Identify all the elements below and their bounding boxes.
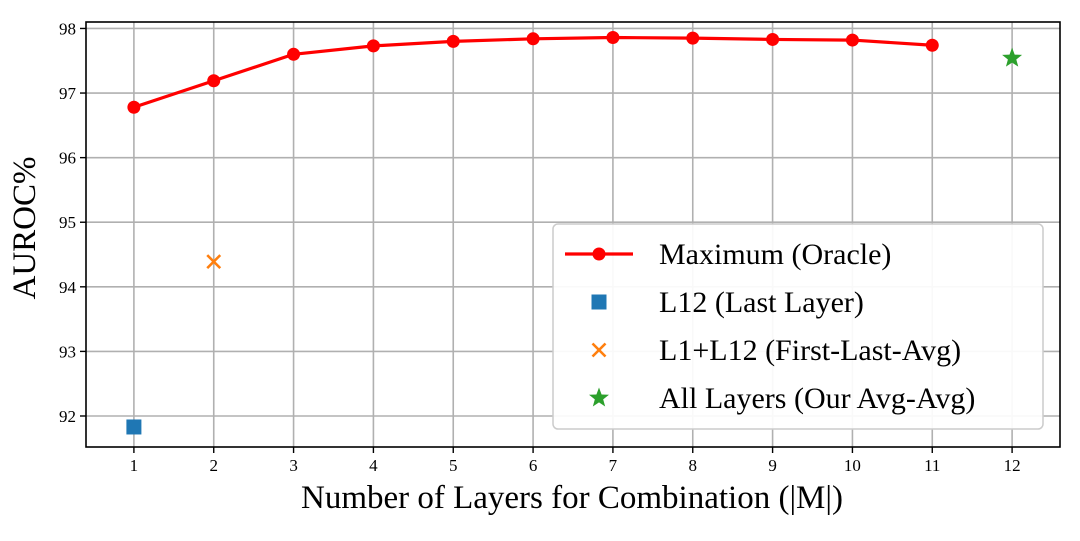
x-tick-label: 2 <box>209 456 218 475</box>
legend-box <box>552 223 1044 430</box>
data-series <box>126 31 1023 435</box>
x-tick-label: 3 <box>289 456 298 475</box>
data-point <box>287 47 301 61</box>
legend-label: Maximum (Oracle) <box>659 238 891 271</box>
legend-label: L1+L12 (First-Last-Avg) <box>659 334 961 367</box>
y-tick-label: 93 <box>59 342 76 361</box>
y-tick-label: 95 <box>59 213 76 232</box>
x-tick-label: 9 <box>768 456 777 475</box>
x-tick-label: 4 <box>369 456 378 475</box>
x-tick-label: 10 <box>844 456 861 475</box>
y-tick-label: 94 <box>59 278 77 297</box>
data-point <box>1002 47 1023 67</box>
x-tick-label: 8 <box>689 456 698 475</box>
series-2 <box>206 254 222 270</box>
x-tick-label: 6 <box>529 456 538 475</box>
data-point <box>526 32 540 46</box>
x-tick-label: 11 <box>924 456 940 475</box>
data-point <box>925 38 939 52</box>
data-point <box>207 74 221 88</box>
x-marker-stroke <box>206 254 222 270</box>
legend-label: L12 (Last Layer) <box>659 286 864 319</box>
legend-marker <box>591 342 607 358</box>
plot-frame <box>85 21 1061 448</box>
y-tick-label: 98 <box>59 19 76 38</box>
y-tick-label: 92 <box>59 407 76 426</box>
y-axis-label: AUROC% <box>7 156 43 299</box>
data-point <box>845 33 859 47</box>
data-point <box>206 254 222 270</box>
legend-label: All Layers (Our Avg-Avg) <box>659 382 975 415</box>
data-point <box>606 31 620 45</box>
y-tick-label: 97 <box>59 84 77 103</box>
x-tick-label: 1 <box>130 456 139 475</box>
legend-marker <box>592 247 606 261</box>
data-point <box>127 100 141 114</box>
data-point <box>126 419 142 435</box>
legend-marker <box>591 294 607 310</box>
y-tick-label: 96 <box>59 149 76 168</box>
x-tick-label: 5 <box>449 456 458 475</box>
x-tick-label: 12 <box>1004 456 1021 475</box>
data-point <box>446 34 460 48</box>
x-axis-label: Number of Layers for Combination (|M|) <box>301 480 843 516</box>
series-1 <box>126 419 142 435</box>
legend: Maximum (Oracle) L12 (Last Layer) L1+L12 (… <box>552 223 1044 430</box>
series-3 <box>1002 47 1023 67</box>
data-point <box>686 31 700 45</box>
x-tick-label: 7 <box>609 456 618 475</box>
data-point <box>366 39 380 53</box>
legend-marker <box>589 387 609 407</box>
series-0 <box>127 31 939 114</box>
x-marker-stroke <box>591 342 607 358</box>
data-point <box>766 32 780 46</box>
